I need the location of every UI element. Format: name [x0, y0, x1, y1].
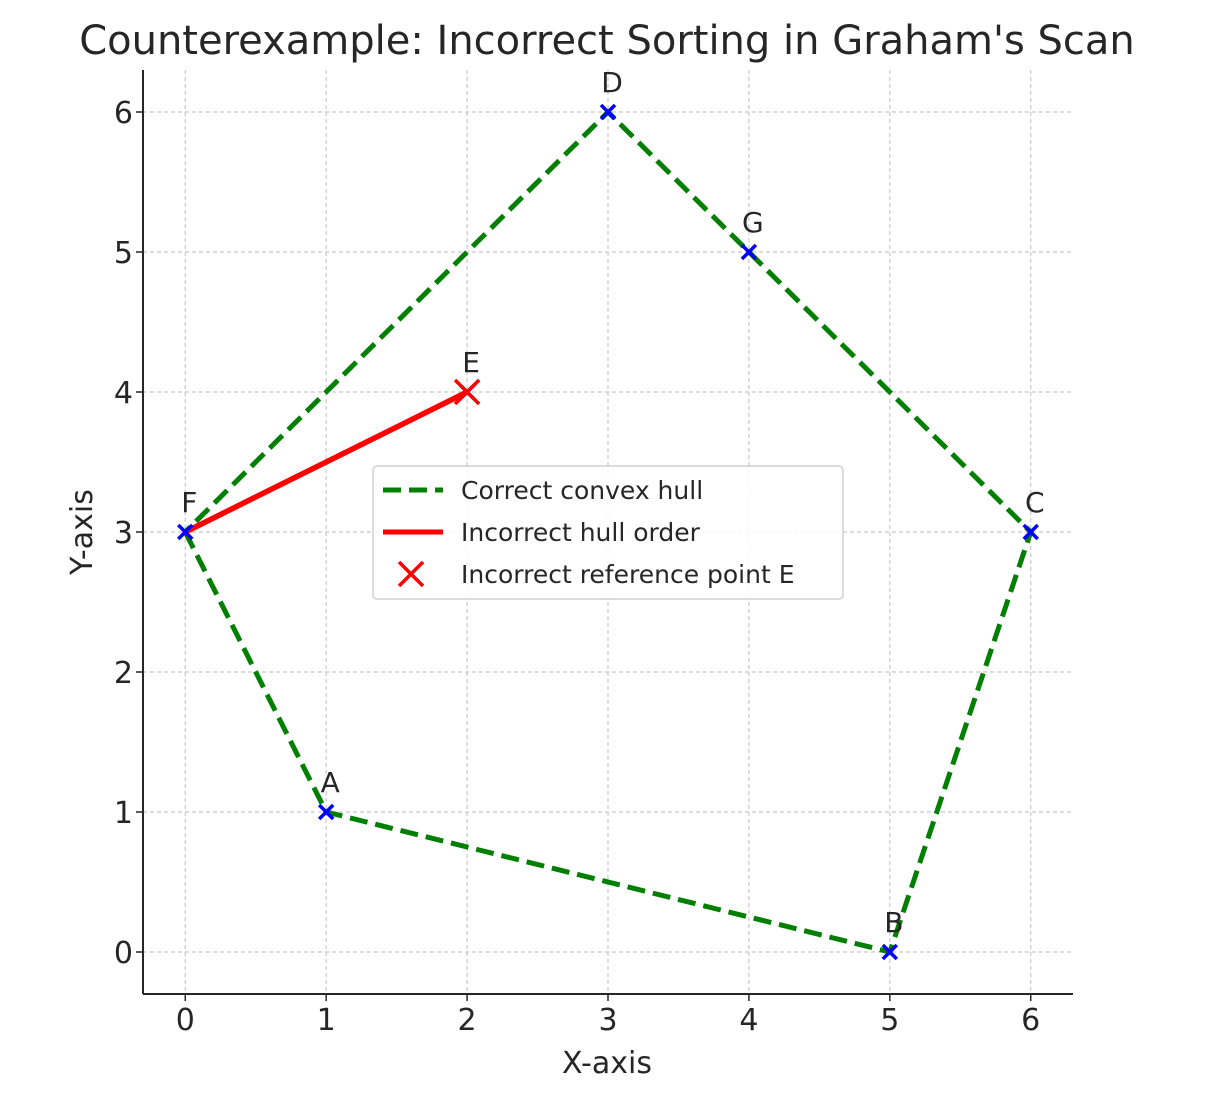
y-axis-label: Y-axis	[65, 489, 100, 576]
point-marker-a	[317, 803, 335, 821]
legend-label-0: Correct convex hull	[461, 476, 703, 505]
reference-point-marker	[453, 378, 481, 406]
y-tick-label-0: 0	[114, 936, 133, 971]
point-marker-g	[740, 243, 758, 261]
point-marker-d	[599, 103, 617, 121]
legend-label-2: Incorrect reference point E	[461, 560, 795, 589]
point-marker-c	[1022, 523, 1039, 541]
point-marker-g-stroke-b	[740, 243, 758, 261]
y-tick-label-1: 1	[114, 796, 133, 831]
x-tick-label-2: 2	[458, 1003, 477, 1038]
point-marker-d-stroke-b	[599, 103, 617, 121]
legend-box	[372, 465, 844, 600]
point-marker-c-stroke-b	[1022, 523, 1039, 541]
x-axis-label: X-axis	[562, 1046, 652, 1081]
point-label-f: F	[181, 486, 197, 519]
point-label-g: G	[742, 206, 764, 239]
point-marker-b	[881, 943, 899, 961]
point-label-a: A	[321, 766, 340, 799]
point-label-e: E	[462, 346, 480, 379]
x-tick-label-6: 6	[1021, 1003, 1040, 1038]
point-label-b: B	[884, 906, 903, 939]
point-label-d: D	[601, 66, 623, 99]
y-tick-label-5: 5	[114, 236, 133, 271]
series-layer: A B C D E F G	[177, 66, 1045, 961]
point-marker-f-stroke-b	[177, 523, 194, 541]
legend-label-1: Incorrect hull order	[461, 518, 701, 547]
legend-swatch-reference-point	[397, 560, 425, 588]
y-tick-label-2: 2	[114, 656, 133, 691]
point-marker-b-stroke-b	[881, 943, 899, 961]
y-tick-label-4: 4	[114, 376, 133, 411]
y-tick-label-6: 6	[114, 96, 133, 131]
legend-swatch-reference-point-stroke-b	[397, 560, 425, 588]
chart-title: Counterexample: Incorrect Sorting in Gra…	[79, 18, 1135, 64]
point-label-c: C	[1025, 486, 1045, 519]
x-tick-label-0: 0	[176, 1003, 195, 1038]
x-tick-label-3: 3	[598, 1003, 617, 1038]
point-marker-a-stroke-b	[317, 803, 335, 821]
legend: Correct convex hull Incorrect hull order I…	[372, 465, 844, 600]
x-tick-label-4: 4	[739, 1003, 758, 1038]
y-tick-label-3: 3	[114, 516, 133, 551]
x-tick-label-5: 5	[880, 1003, 899, 1038]
incorrect-order-line	[182, 389, 470, 535]
reference-point-marker-stroke-b	[453, 378, 481, 406]
ticks: 0 1 2 3 4 5 6 0 1 2 3 4 5 6	[114, 96, 1040, 1038]
point-marker-f	[177, 523, 194, 541]
x-tick-label-1: 1	[317, 1003, 336, 1038]
